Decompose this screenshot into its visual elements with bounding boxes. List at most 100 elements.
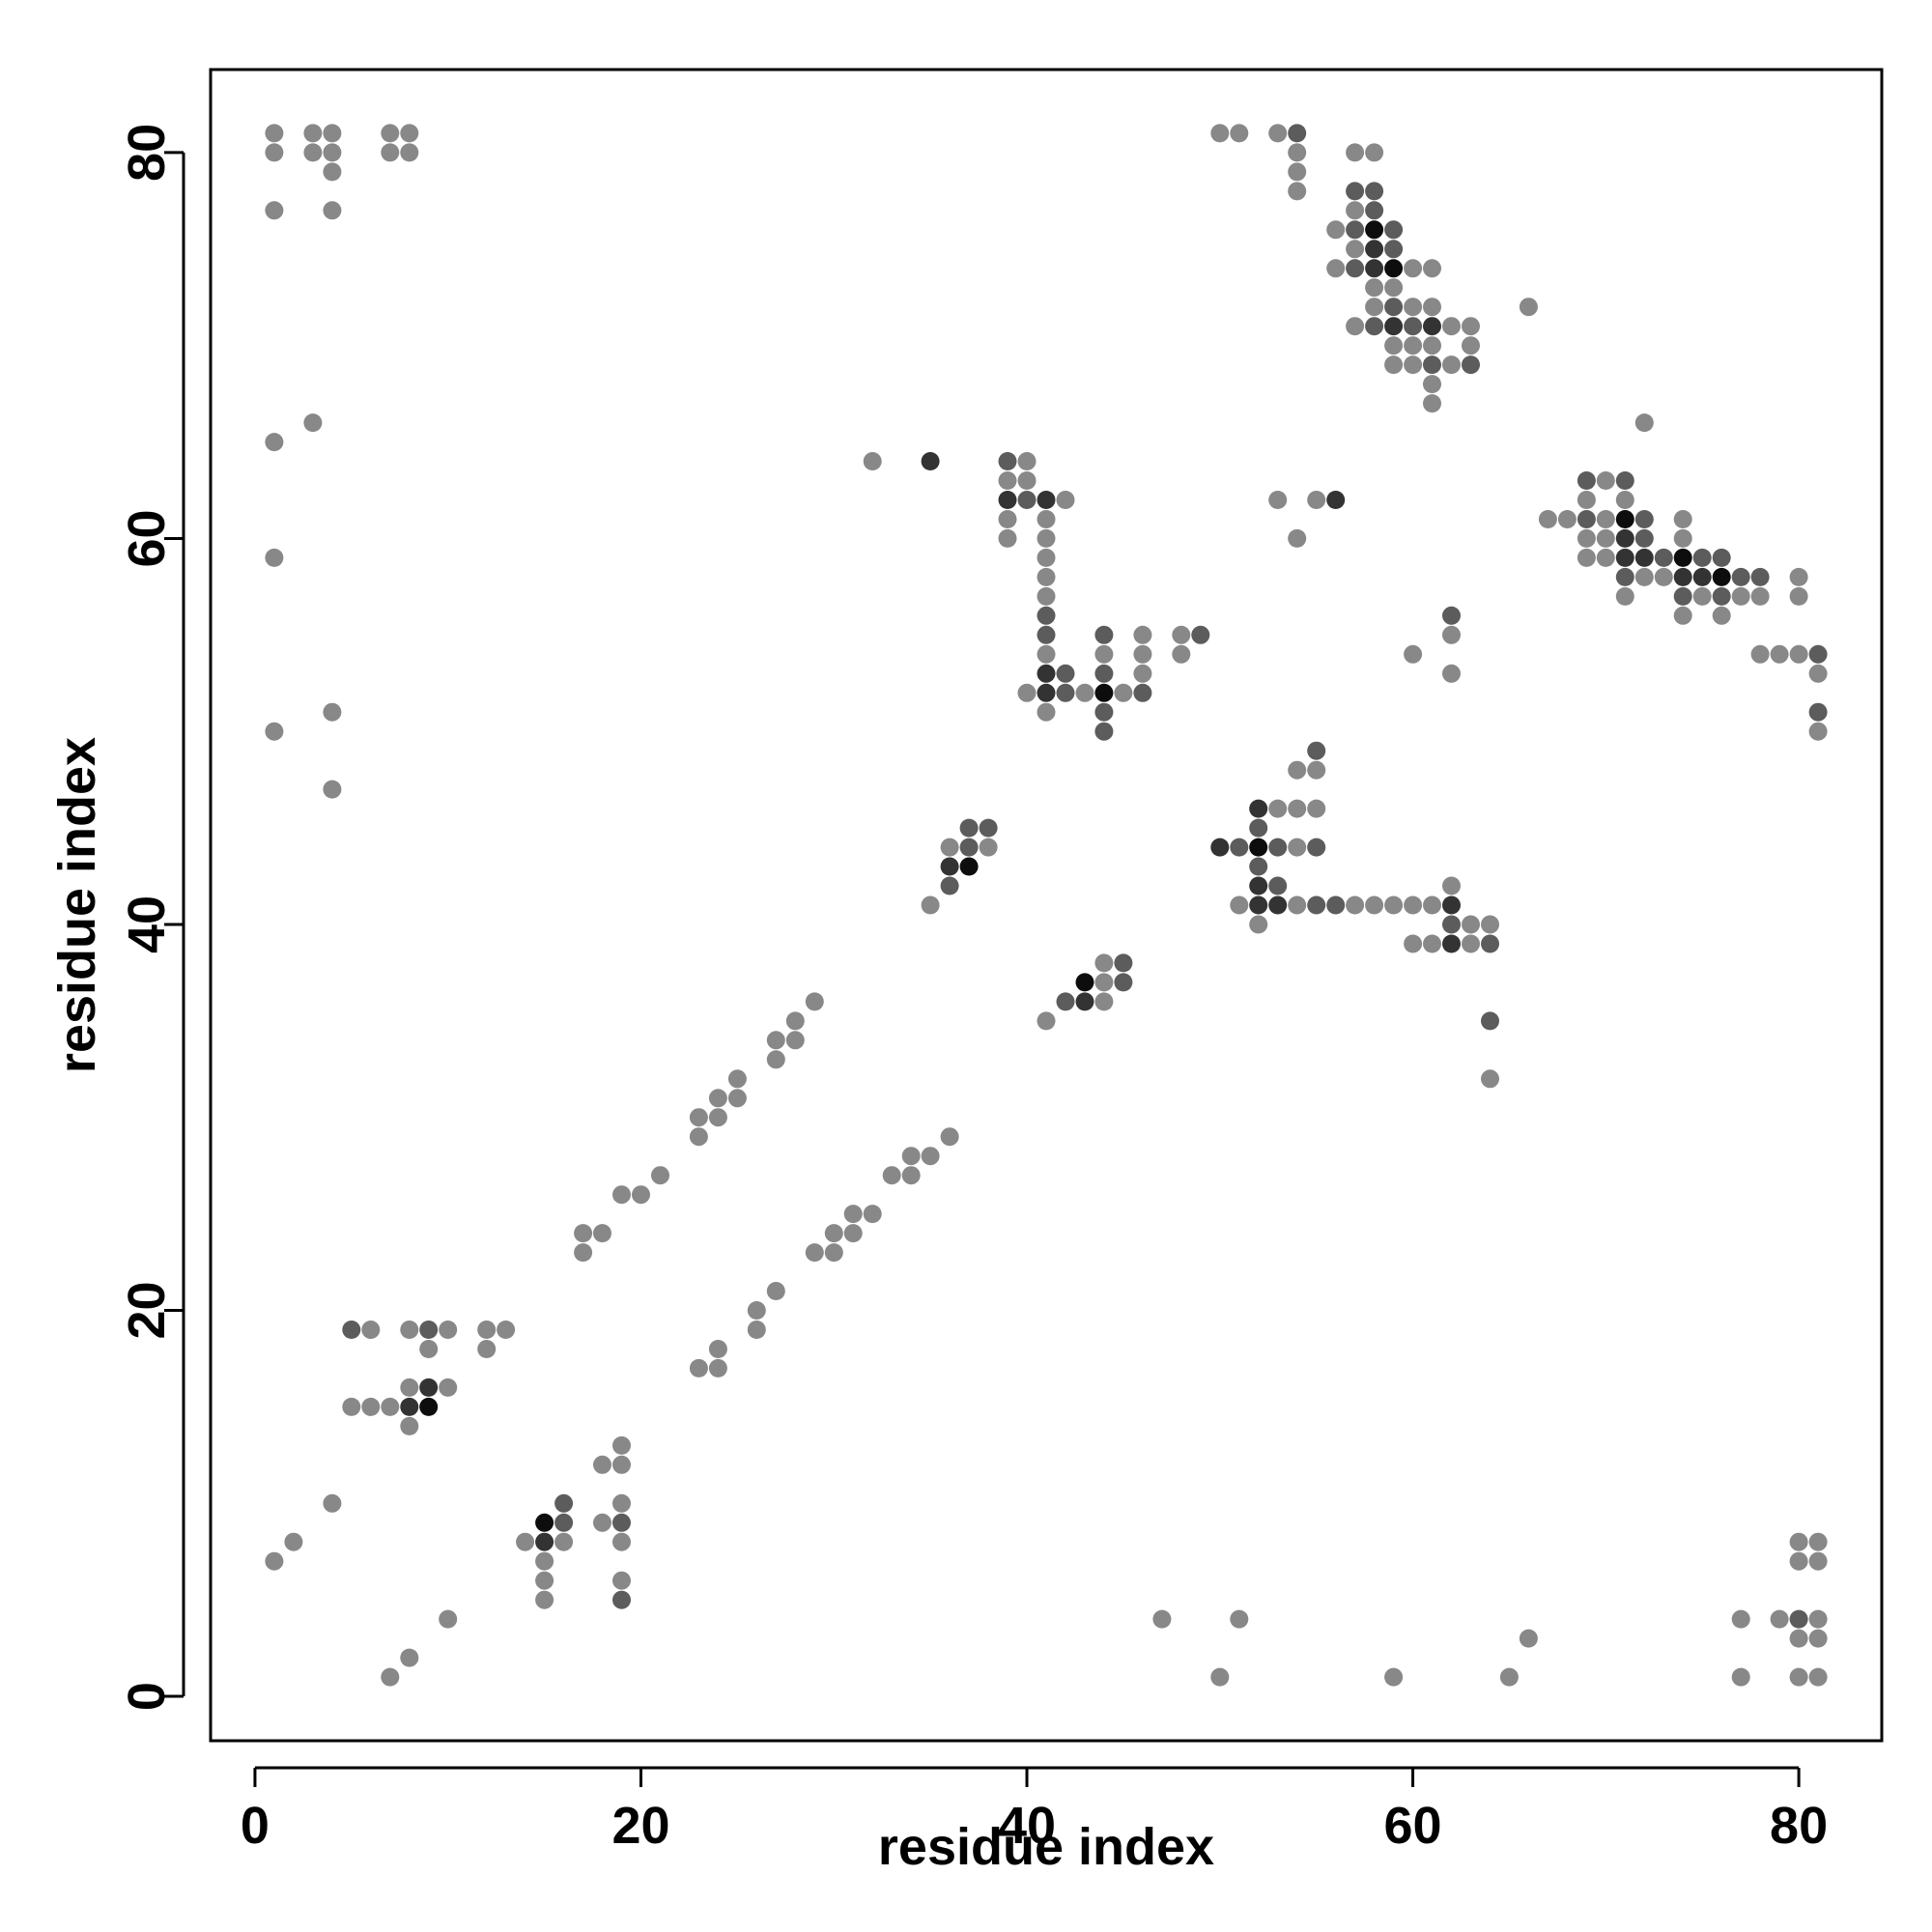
data-point	[1288, 760, 1307, 780]
data-point	[1094, 953, 1114, 973]
data-point	[1037, 528, 1056, 548]
data-point	[785, 1011, 805, 1031]
data-point	[612, 1185, 631, 1205]
data-point	[265, 548, 284, 567]
data-point	[1384, 895, 1404, 915]
data-point	[940, 857, 959, 876]
data-point	[1538, 510, 1557, 528]
data-point	[265, 143, 284, 162]
data-point	[1133, 625, 1152, 644]
y-tick-label: 20	[118, 1281, 176, 1339]
data-point	[1037, 510, 1056, 528]
data-point	[381, 1397, 400, 1416]
data-point	[342, 1397, 361, 1416]
data-point	[1442, 606, 1461, 625]
data-point	[1346, 201, 1365, 220]
data-point	[1114, 953, 1133, 973]
data-point	[1249, 838, 1268, 857]
data-point	[1326, 491, 1346, 509]
data-point	[843, 1205, 863, 1224]
data-point	[1808, 1667, 1828, 1687]
data-point	[381, 124, 400, 143]
data-point	[727, 1069, 747, 1089]
data-point	[940, 1127, 959, 1147]
data-point	[1365, 259, 1384, 278]
data-point	[1210, 1667, 1230, 1687]
data-point	[708, 1089, 727, 1108]
data-point	[1365, 298, 1384, 317]
data-point	[1365, 895, 1384, 915]
data-point	[1442, 625, 1461, 644]
data-point	[612, 1513, 631, 1532]
data-point	[1557, 510, 1577, 528]
data-point	[1017, 491, 1037, 509]
data-point	[1288, 528, 1307, 548]
data-point	[805, 1243, 824, 1263]
data-point	[1808, 1629, 1828, 1648]
data-point	[843, 1224, 863, 1243]
data-point	[1268, 895, 1288, 915]
data-point	[535, 1513, 554, 1532]
data-point	[1133, 683, 1152, 702]
data-point	[1404, 644, 1423, 664]
data-point	[1017, 683, 1037, 702]
data-point	[400, 124, 419, 143]
data-point	[1808, 664, 1828, 683]
data-point	[1404, 355, 1423, 375]
data-point	[554, 1532, 574, 1551]
data-point	[1326, 895, 1346, 915]
data-point	[593, 1224, 611, 1243]
data-point	[1770, 644, 1789, 664]
data-point	[785, 1031, 805, 1050]
data-point	[1346, 259, 1365, 278]
data-point	[612, 1590, 631, 1609]
data-point	[1481, 915, 1499, 934]
data-point	[1288, 143, 1307, 162]
data-point	[400, 1378, 419, 1397]
data-point	[303, 413, 323, 433]
data-point	[1462, 317, 1480, 336]
data-point	[1654, 548, 1673, 567]
data-point	[766, 1282, 785, 1300]
data-point	[1712, 606, 1731, 625]
data-point	[323, 201, 342, 220]
data-point	[1346, 182, 1365, 201]
data-point	[1750, 586, 1770, 606]
data-point	[323, 124, 342, 143]
data-point	[1577, 491, 1596, 509]
data-point	[651, 1166, 669, 1185]
data-point	[1731, 1667, 1750, 1687]
data-point	[477, 1321, 497, 1339]
data-point	[1462, 336, 1480, 355]
data-point	[1307, 895, 1326, 915]
data-point	[1384, 240, 1404, 259]
data-point	[1808, 722, 1828, 741]
data-point	[1307, 838, 1326, 857]
data-point	[1404, 934, 1423, 953]
data-point	[1037, 625, 1056, 644]
data-point	[554, 1513, 574, 1532]
data-point	[766, 1031, 785, 1050]
data-point	[1384, 259, 1404, 278]
data-point	[1789, 644, 1808, 664]
data-point	[1288, 182, 1307, 201]
data-point	[1268, 491, 1288, 509]
data-point	[439, 1321, 458, 1339]
data-point	[1442, 317, 1461, 336]
data-point	[1268, 799, 1288, 818]
data-point	[535, 1590, 554, 1609]
data-point	[1288, 799, 1307, 818]
data-point	[1404, 317, 1423, 336]
data-point	[1423, 895, 1441, 915]
data-point	[1808, 644, 1828, 664]
data-point	[1307, 741, 1326, 760]
data-point	[1423, 394, 1441, 413]
data-point	[1384, 355, 1404, 375]
data-point	[1288, 162, 1307, 182]
data-point	[1249, 915, 1268, 934]
data-point	[1404, 259, 1423, 278]
x-tick-label: 80	[1770, 1797, 1828, 1855]
data-point	[1056, 491, 1075, 509]
data-point	[1384, 317, 1404, 336]
data-point	[998, 471, 1017, 490]
